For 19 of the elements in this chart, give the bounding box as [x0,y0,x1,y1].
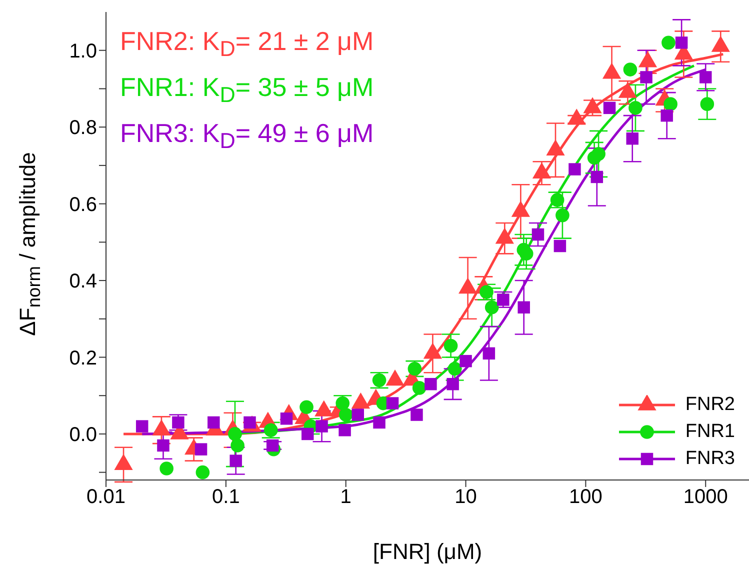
x-tick-label: 100 [569,486,602,508]
legend-label: FNR2 [685,394,735,416]
y-tick-label: 0.4 [69,270,97,293]
y-tick-label: 1.0 [69,40,97,62]
y-tick-label: 0.8 [69,117,97,140]
legend-label: FNR3 [685,448,735,470]
y-tick-label: 0.6 [69,194,97,216]
annotation: FNR3: K$_{D}$= 49 ± 6 μM [120,117,374,156]
legend-label: FNR1 [685,420,735,442]
x-tick-label: 0.1 [212,486,240,508]
x-axis-title: [FNR] (μM) [372,539,484,565]
x-tick-label: 1 [340,486,352,508]
y-tick-label: 0.2 [69,347,97,370]
x-tick-label: 0.01 [86,486,126,508]
y-tick-label: 0.0 [69,424,97,446]
x-tick-label: 10 [454,486,477,508]
x-tick-label: 1000 [683,486,728,508]
annotation: FNR1: K$_{D}$= 35 ± 5 μM [120,71,374,110]
annotation: FNR2: K$_{D}$= 21 ± 2 μM [120,25,374,64]
